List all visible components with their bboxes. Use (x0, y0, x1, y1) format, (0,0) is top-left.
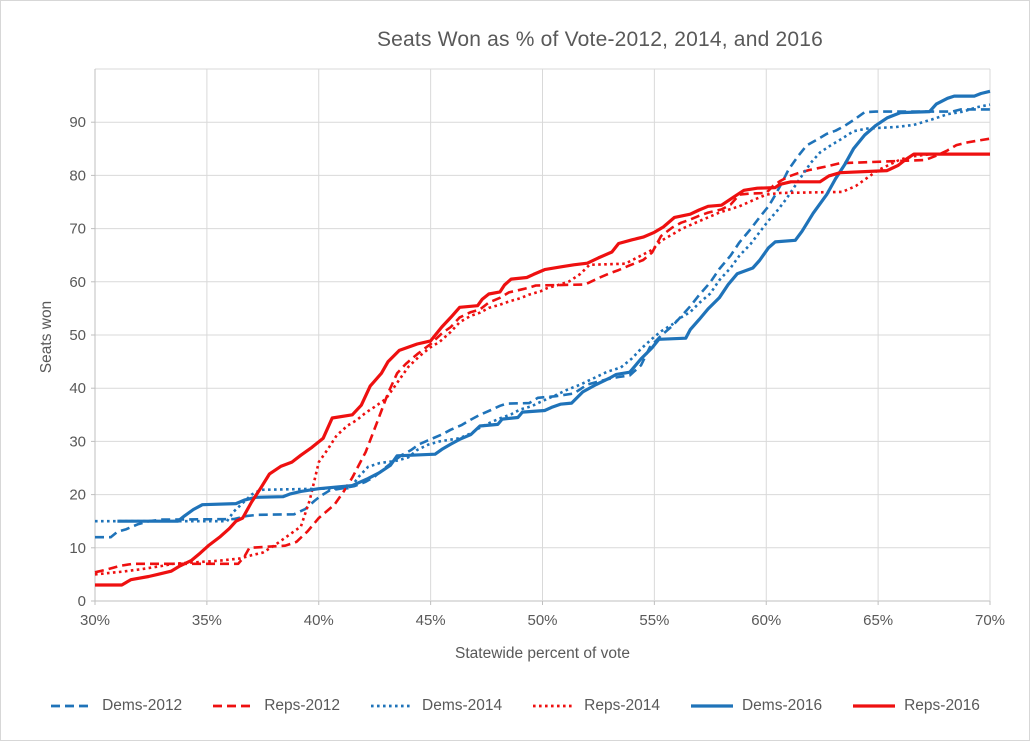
legend-label: Dems-2016 (741, 697, 823, 714)
y-tick-label: 10 (69, 540, 86, 557)
legend-line-sample-dems-2016 (690, 704, 733, 708)
series-line-reps-2012 (94, 137, 991, 574)
y-tick-label: 0 (78, 593, 86, 610)
y-tick-label: 60 (69, 274, 86, 291)
series-line-dems-2016 (117, 89, 991, 523)
series-line-dems-2014 (95, 103, 991, 523)
legend-line-sample-dems-2014 (371, 704, 414, 708)
x-tick-label: 70% (975, 612, 1005, 629)
y-tick-label: 70 (69, 221, 86, 238)
legend-item-dems-2012: Dems-2012 (50, 697, 182, 715)
x-tick-label: 45% (416, 612, 446, 629)
legend-item-reps-2016: Reps-2016 (852, 697, 980, 715)
series-line-dems-2012 (95, 108, 990, 539)
legend-label: Reps-2014 (584, 697, 660, 714)
legend-item-reps-2014: Reps-2014 (532, 697, 660, 715)
y-tick-label: 30 (69, 433, 86, 450)
legend-line-sample-reps-2016 (853, 704, 896, 708)
x-tick-label: 55% (639, 612, 669, 629)
legend-label: Dems-2012 (102, 697, 183, 714)
series-line-reps-2014 (94, 152, 990, 576)
x-tick-label: 35% (192, 612, 222, 629)
x-tick-label: 65% (863, 612, 893, 629)
legend-label: Reps-2016 (904, 697, 980, 714)
x-tick-label: 30% (80, 612, 110, 629)
legend-label: Dems-2014 (422, 697, 503, 714)
legend-item-dems-2016: Dems-2016 (690, 697, 822, 715)
y-tick-label: 20 (69, 487, 86, 504)
legend: Dems-2012 Reps-2012 Dems-2014 Reps-2014 Dems… (0, 697, 1030, 715)
legend-line-sample-reps-2014 (533, 704, 576, 708)
chart-title: Seats Won as % of Vote-2012, 2014, and 2… (376, 28, 824, 51)
legend-item-reps-2012: Reps-2012 (212, 697, 340, 715)
y-tick-label: 50 (69, 327, 86, 344)
x-axis-title: Statewide percent of vote (455, 645, 630, 662)
legend-line-sample-dems-2012 (51, 704, 94, 708)
legend-line-sample-reps-2012 (213, 704, 256, 708)
y-tick-label: 80 (69, 167, 86, 184)
y-tick-label: 90 (69, 114, 86, 131)
legend-item-dems-2014: Dems-2014 (370, 697, 502, 715)
x-tick-label: 40% (304, 612, 334, 629)
legend-label: Reps-2012 (264, 697, 341, 714)
x-tick-label: 50% (527, 612, 557, 629)
y-tick-label: 40 (69, 380, 86, 397)
y-axis-title: Seats won (38, 300, 55, 374)
x-tick-label: 60% (751, 612, 781, 629)
series-line-reps-2016 (95, 152, 990, 587)
